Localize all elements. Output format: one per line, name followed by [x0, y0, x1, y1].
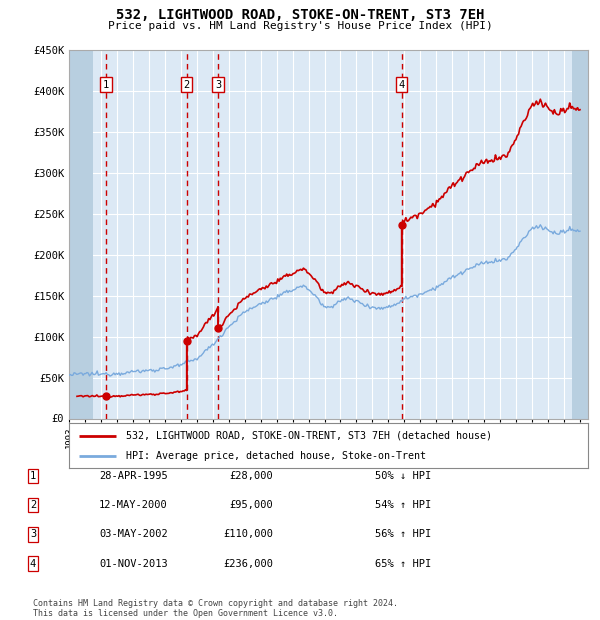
Text: 12-MAY-2000: 12-MAY-2000: [99, 500, 168, 510]
Text: 50% ↓ HPI: 50% ↓ HPI: [375, 471, 431, 481]
Text: 1: 1: [30, 471, 36, 481]
Bar: [572, 50, 588, 419]
Text: 1: 1: [103, 79, 109, 90]
Text: Price paid vs. HM Land Registry's House Price Index (HPI): Price paid vs. HM Land Registry's House …: [107, 21, 493, 31]
Text: HPI: Average price, detached house, Stoke-on-Trent: HPI: Average price, detached house, Stok…: [126, 451, 426, 461]
Text: £110,000: £110,000: [223, 529, 273, 539]
Text: 532, LIGHTWOOD ROAD, STOKE-ON-TRENT, ST3 7EH: 532, LIGHTWOOD ROAD, STOKE-ON-TRENT, ST3…: [116, 7, 484, 22]
Text: 54% ↑ HPI: 54% ↑ HPI: [375, 500, 431, 510]
Text: 28-APR-1995: 28-APR-1995: [99, 471, 168, 481]
Text: 03-MAY-2002: 03-MAY-2002: [99, 529, 168, 539]
Bar: [69, 50, 93, 419]
Text: £236,000: £236,000: [223, 559, 273, 569]
Text: 2: 2: [30, 500, 36, 510]
Text: 65% ↑ HPI: 65% ↑ HPI: [375, 559, 431, 569]
Text: £95,000: £95,000: [229, 500, 273, 510]
Text: Contains HM Land Registry data © Crown copyright and database right 2024.
This d: Contains HM Land Registry data © Crown c…: [33, 599, 398, 618]
Text: 2: 2: [184, 79, 190, 90]
Text: 3: 3: [215, 79, 221, 90]
Text: 3: 3: [30, 529, 36, 539]
Text: 01-NOV-2013: 01-NOV-2013: [99, 559, 168, 569]
Text: 56% ↑ HPI: 56% ↑ HPI: [375, 529, 431, 539]
Text: 4: 4: [30, 559, 36, 569]
Text: 4: 4: [398, 79, 405, 90]
Text: £28,000: £28,000: [229, 471, 273, 481]
Text: 532, LIGHTWOOD ROAD, STOKE-ON-TRENT, ST3 7EH (detached house): 532, LIGHTWOOD ROAD, STOKE-ON-TRENT, ST3…: [126, 430, 492, 441]
